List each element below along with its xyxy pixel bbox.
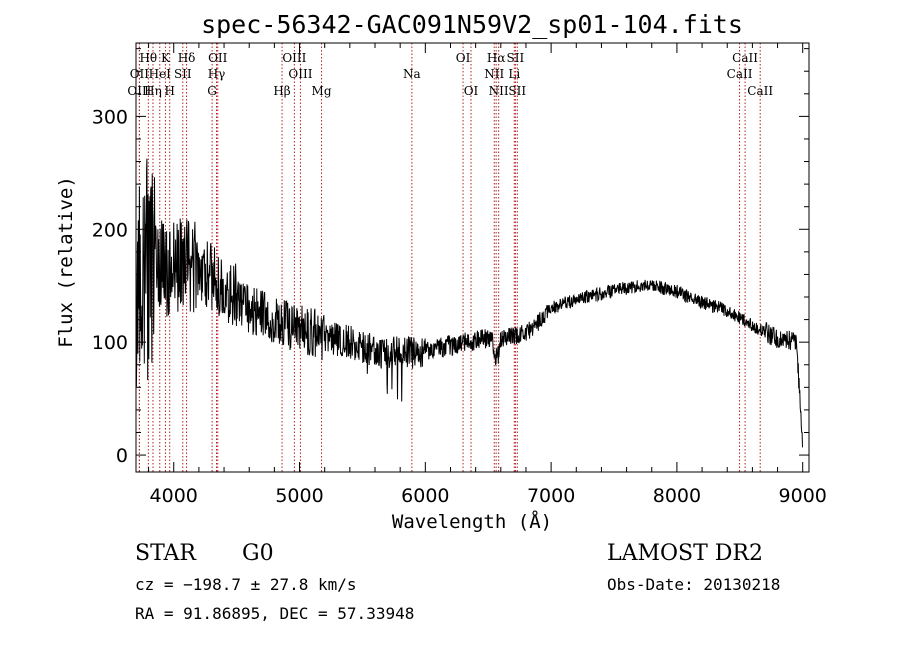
spectral-line-label: CaII [727,67,753,81]
y-axis-ticks: 0 100 200 300 [92,48,809,467]
spectral-line-label: CaII [732,51,758,65]
x-tick-label: 6000 [401,485,449,507]
spectral-line-label: Hη [144,84,162,98]
spectral-line-label: OIII [127,84,151,98]
ra-dec-coordinates: RA = 91.86895, DEC = 57.33948 [135,604,414,623]
spectral-line-label: Hθ [139,51,157,65]
spectral-line-label: HeI [149,67,172,81]
observation-date: Obs-Date: 20130218 [607,575,780,594]
spectral-line-label: CaII [747,84,773,98]
spectral-line-label: Hγ [208,67,226,81]
spectral-line-label: H [164,84,174,98]
y-tick-label: 0 [116,445,128,467]
object-class: STAR [135,541,197,566]
y-axis-label: Flux (relative) [55,176,77,348]
spectral-line-label: Li [508,67,520,81]
spectral-line-label: OI [456,51,471,65]
spectrum-line [135,158,803,448]
spectral-line-label: OI [464,84,479,98]
spectral-line-label: OII [130,67,150,81]
spectral-line-label: OIII [288,67,312,81]
y-tick-label: 200 [92,219,128,241]
spectral-line-label: SII [174,67,192,81]
y-tick-label: 100 [92,332,128,354]
redshift-cz: cz = −198.7 ± 27.8 km/s [135,575,357,594]
spectral-line-label: Hδ [178,51,196,65]
x-tick-label: 7000 [527,485,575,507]
spectral-line-label: Hα [487,51,506,65]
x-axis-label: Wavelength (Å) [392,510,552,533]
x-tick-label: 9000 [779,485,827,507]
spectral-line-label: Mg [312,84,332,98]
spectral-subclass: G0 [242,541,274,566]
y-tick-label: 300 [92,106,128,128]
spectral-line-label: SII [508,84,526,98]
spectral-line-label: Na [403,67,421,81]
survey-name: LAMOST DR2 [607,541,763,566]
x-axis-ticks: 4000 5000 6000 7000 8000 9000 [148,43,827,507]
spectral-line-label: SII [507,51,525,65]
x-tick-label: 5000 [275,485,323,507]
spectral-line-markers [138,43,761,472]
spectral-line-label: Hβ [273,84,290,98]
spectral-line-label: NII [484,67,504,81]
spectral-line-label: NII [489,84,509,98]
x-tick-label: 8000 [653,485,701,507]
plot-frame [135,42,810,473]
spectral-line-label: G [207,84,217,98]
spectral-line-label: OII [208,51,228,65]
chart-title: spec-56342-GAC091N59V2_sp01-104.fits [201,10,743,39]
spectral-line-label: K [161,51,171,65]
spectral-line-label: OIII [282,51,306,65]
x-tick-label: 4000 [150,485,198,507]
